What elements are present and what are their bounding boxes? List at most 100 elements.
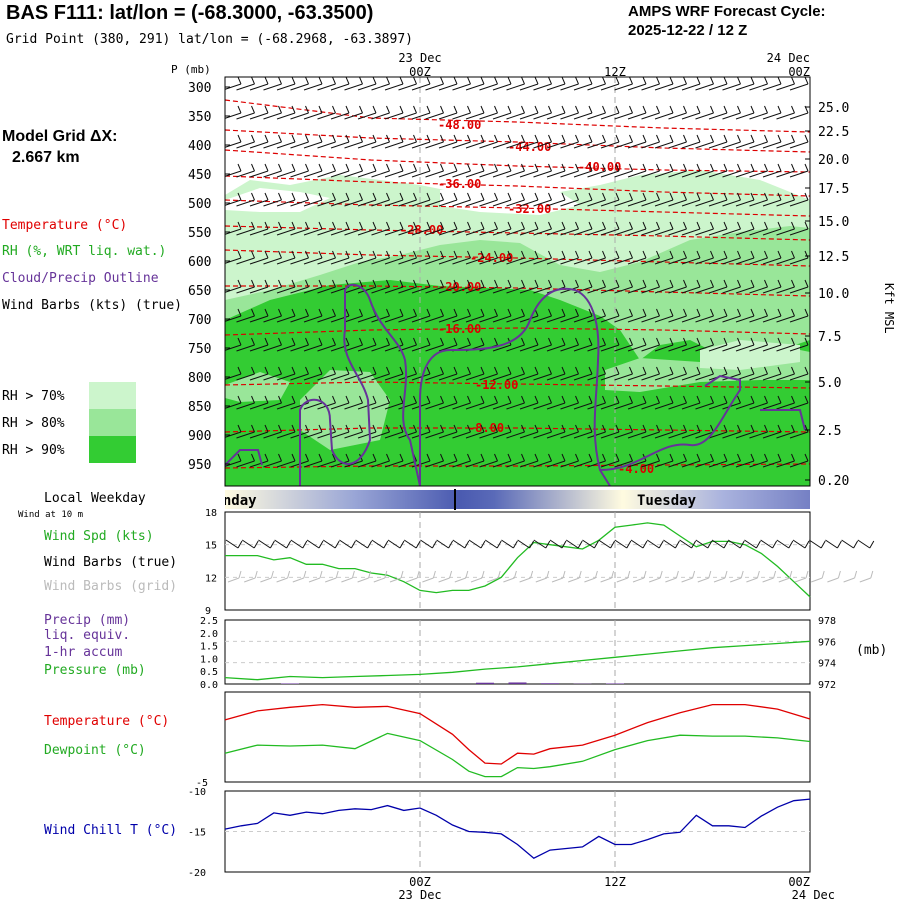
wind-barb [398, 366, 417, 381]
wind-barb [762, 308, 782, 323]
wind-barb-shaft [654, 141, 674, 149]
kft-tick-label: 20.0 [818, 153, 849, 168]
wind-barb [465, 424, 485, 439]
wind-barb-shaft [249, 228, 269, 236]
wind-barb-shaft [708, 199, 728, 207]
wind-barb [411, 279, 431, 294]
wind-barb-shaft [762, 141, 782, 149]
wind-barb [236, 424, 255, 439]
wind-barb-flag [750, 134, 755, 143]
wind-barb-shaft [600, 344, 620, 352]
wind-barb [225, 453, 242, 467]
wind-barb-flag [264, 77, 269, 85]
wind-barb-shaft [225, 431, 242, 438]
wind-barb-flag [305, 308, 309, 317]
surface-barb-flag [269, 540, 275, 549]
wind-barb-flag [575, 77, 579, 85]
wind-barb [668, 279, 687, 294]
wind-barb [398, 395, 417, 410]
wind-barb-flag [386, 163, 390, 172]
wind-barb-flag [777, 105, 782, 114]
isotherm-line [225, 463, 810, 469]
wind-barb-shaft [506, 141, 525, 149]
wind-barb [519, 134, 539, 149]
wind-barb [708, 395, 728, 410]
wind-barb [681, 395, 701, 410]
wind-barb [303, 308, 323, 323]
upper-panel-frame [224, 76, 811, 487]
wind-barb [330, 395, 350, 410]
wind-barb [587, 77, 606, 91]
grid-wind-barb [811, 570, 825, 583]
grid-barb-flag [432, 570, 436, 579]
wind-barb-flag [291, 250, 296, 259]
wind-barb-flag [588, 308, 593, 317]
wind-barb [225, 279, 242, 293]
wind-barb [695, 395, 714, 410]
wind-barb-flag [399, 221, 404, 230]
wind-barb [479, 221, 498, 236]
wind-barb-flag [656, 163, 660, 172]
wind-barb-shaft [330, 431, 350, 439]
wind-barb [479, 395, 498, 410]
wind-barb-shaft [695, 112, 714, 120]
wind-barb-flag [386, 279, 390, 288]
wind-barb-shaft [384, 344, 404, 352]
wind-barb-flag [656, 221, 660, 230]
surface-barb-shaft [776, 539, 790, 549]
wind-barb-flag [332, 453, 336, 462]
wind-barb-flag [372, 337, 377, 346]
wind-barb-shaft [479, 170, 498, 178]
wind-barb-shaft [776, 199, 795, 207]
wind-barb-shaft [519, 257, 539, 265]
wind-barb-flag [305, 424, 309, 433]
wind-barb [276, 308, 296, 323]
wind-barb [789, 395, 809, 410]
wind-barb [654, 77, 674, 91]
wind-barb-flag [345, 134, 350, 143]
wind-barb [249, 453, 269, 468]
wind-barb [695, 250, 714, 265]
wind-barb-flag [399, 192, 404, 201]
wind-barb [317, 453, 336, 468]
wind-barb-flag [399, 395, 404, 404]
wind-barb-shaft [398, 83, 417, 91]
wind-barb-flag [764, 337, 768, 346]
wind-barb-shaft [695, 257, 714, 265]
grid-wind-barb [454, 570, 469, 583]
wind-barb [641, 453, 660, 468]
wind-barb [614, 308, 633, 323]
wind-barb [236, 250, 255, 265]
wind-barb-shaft [411, 373, 431, 381]
wind-barb-shaft [425, 402, 444, 410]
wind-barb-shaft [371, 431, 390, 439]
wind-barb [600, 308, 620, 323]
wind-barb-shaft [492, 373, 512, 381]
wind-barb [627, 250, 647, 265]
wind-barb-flag [359, 192, 363, 201]
wind-barb [722, 134, 741, 149]
surface-barb-shaft [760, 539, 773, 549]
grid-barb-flag [465, 570, 469, 579]
surface-wind-barb [614, 539, 632, 549]
wind-barb [452, 77, 471, 91]
wind-barb [641, 279, 660, 294]
wind-barb-shaft [681, 431, 701, 439]
wind-barb-shaft [722, 402, 741, 410]
wind-barb [384, 221, 404, 236]
wind-barb-shaft [519, 402, 539, 410]
wind-barb-shaft [330, 228, 350, 236]
wind-barb [573, 308, 593, 323]
wind-barb [519, 279, 539, 294]
wind-barb [330, 105, 350, 120]
wind-barb-shaft [546, 257, 566, 265]
wind-barb [263, 163, 282, 178]
grid-wind-barb [568, 570, 582, 583]
wind-barb-flag [683, 337, 687, 346]
wind-barb-shaft [641, 199, 660, 207]
surface-wind-barb [274, 539, 292, 549]
wind-barb-flag [453, 105, 458, 114]
wind-barb [303, 192, 323, 207]
wind-barb-flag [507, 366, 512, 375]
wind-barb-shaft [425, 228, 444, 236]
